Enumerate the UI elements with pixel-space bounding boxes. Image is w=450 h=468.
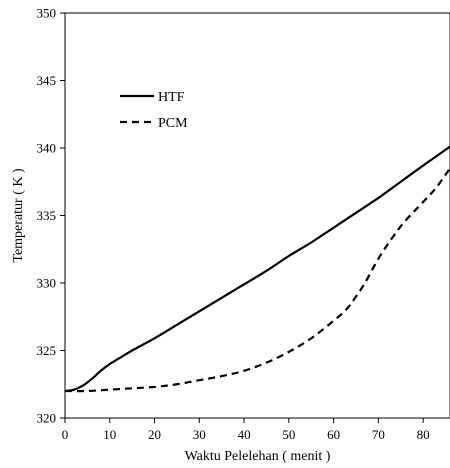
legend-label-pcm: PCM [158, 116, 188, 131]
x-tick-label: 50 [282, 427, 295, 442]
x-tick-label: 80 [417, 427, 430, 442]
y-tick-label: 320 [37, 411, 57, 426]
x-tick-label: 0 [62, 427, 69, 442]
y-tick-label: 350 [37, 6, 57, 21]
x-axis-title: Waktu Pelelehan ( menit ) [185, 449, 331, 464]
y-tick-label: 325 [37, 343, 57, 358]
y-axis-title: Temperatur ( K ) [11, 168, 26, 263]
legend-label-htf: HTF [158, 90, 185, 105]
y-tick-label: 330 [37, 276, 57, 291]
y-tick-label: 345 [37, 73, 57, 88]
legend: HTF PCM [120, 90, 188, 131]
series-layer [65, 145, 450, 393]
x-axis-ticks: 0 10 20 30 40 50 60 70 80 [62, 418, 430, 442]
x-tick-label: 10 [103, 427, 116, 442]
x-tick-label: 60 [327, 427, 340, 442]
series-line-pcm [65, 167, 450, 393]
y-tick-label: 340 [37, 141, 57, 156]
series-line-htf [65, 145, 450, 393]
x-tick-label: 40 [238, 427, 251, 442]
x-tick-label: 20 [148, 427, 161, 442]
y-tick-label: 335 [37, 208, 57, 223]
y-axis-ticks: 320 325 330 335 340 345 350 [37, 6, 65, 426]
x-tick-label: 30 [193, 427, 206, 442]
x-tick-label: 70 [372, 427, 385, 442]
